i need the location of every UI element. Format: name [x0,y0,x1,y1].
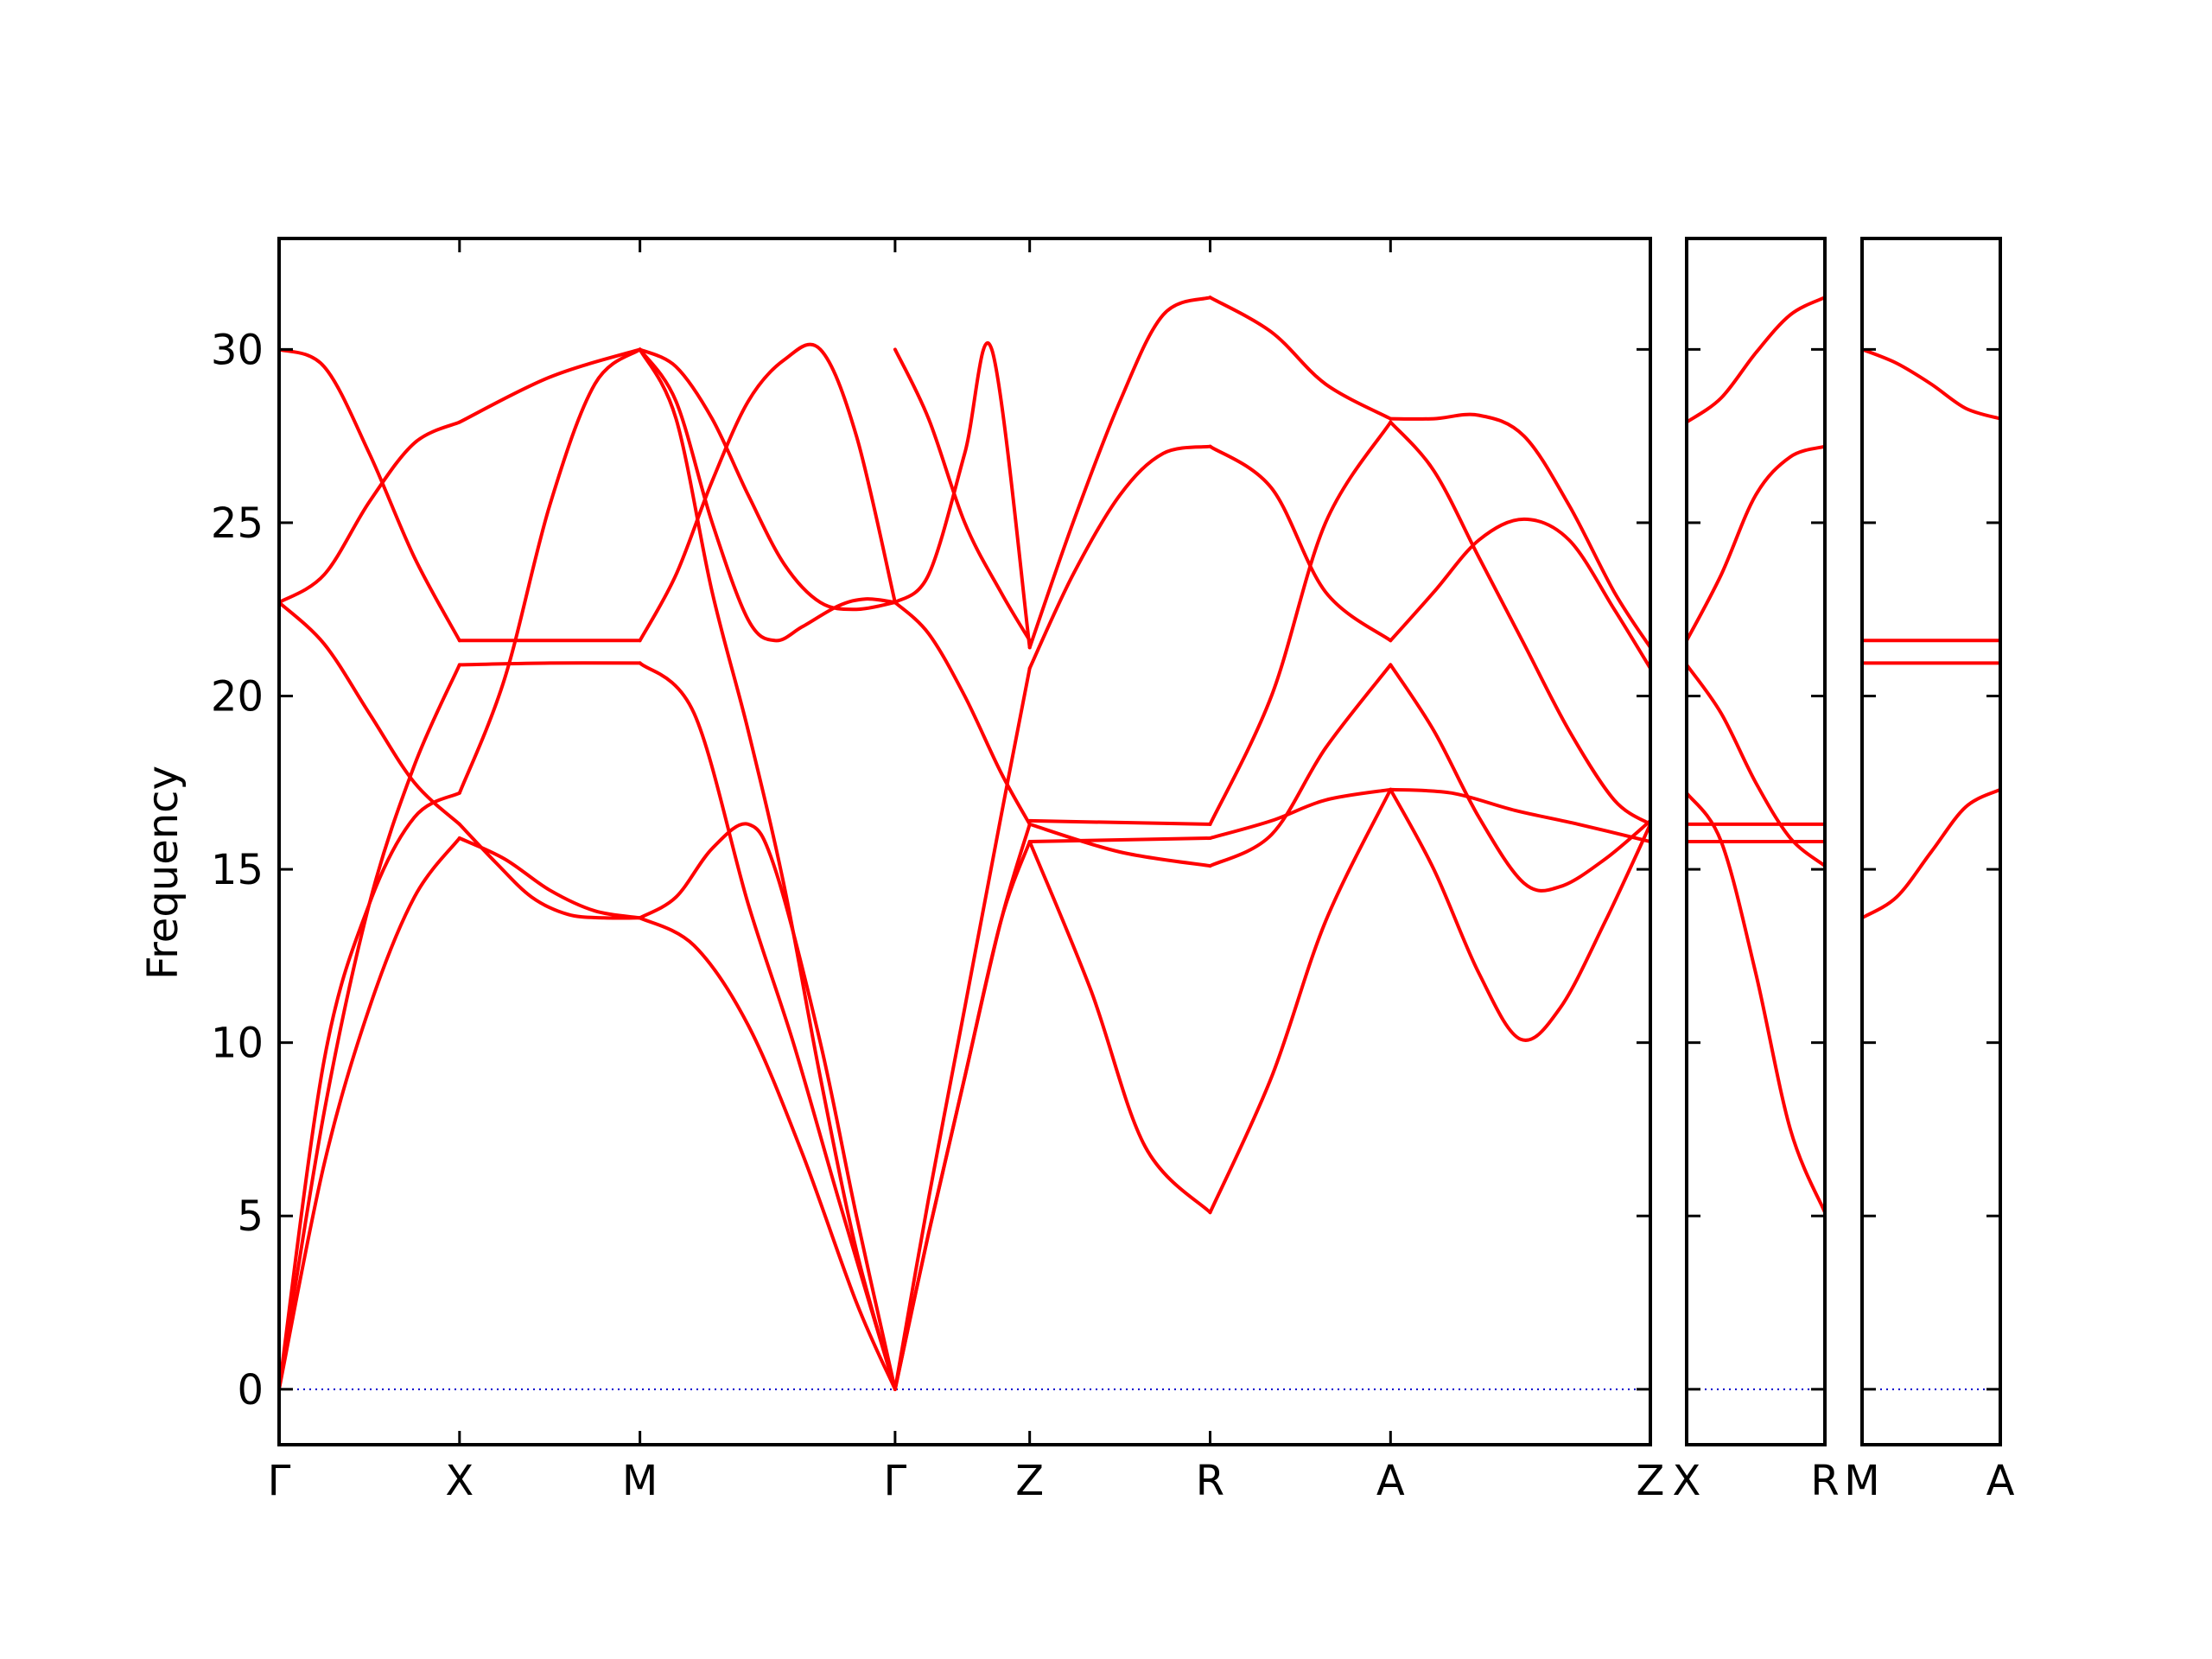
y-tick-label: 20 [211,673,264,721]
y-tick-label: 0 [237,1366,264,1414]
y-axis-label: Frequency [139,766,188,980]
x-tick-label: Γ [268,1457,291,1505]
plot-frame [1685,237,1827,1446]
band-line [638,347,897,1391]
band-line [279,836,461,1391]
x-tick-label: A [1376,1457,1405,1505]
band-line [1389,420,1650,826]
x-tick-label: R [1196,1457,1224,1505]
x-tick-label: Z [1015,1457,1044,1505]
x-tick-label: M [622,1457,658,1505]
band-line [893,601,1032,826]
x-tick-label: X [1673,1457,1701,1505]
y-tick-label: 15 [211,846,264,894]
band-line [1208,787,1393,1215]
band-line [1389,412,1650,650]
y-tick-label: 25 [211,499,264,548]
band-line [893,666,1032,1391]
band-line [893,340,1032,650]
band-line [1027,840,1212,1215]
plot-frame [1860,237,2002,1446]
x-tick-label: X [445,1457,474,1505]
band-line [893,840,1032,1391]
band-line [638,347,897,612]
x-tick-label: M [1844,1457,1879,1505]
y-tick-label: 30 [211,326,264,374]
band-line [279,663,461,1391]
x-tick-label: A [1986,1457,2015,1505]
band-line [1389,517,1650,671]
band-line [638,661,897,1391]
x-tick-label: R [1810,1457,1839,1505]
band-line [1208,296,1393,421]
band-line [1208,663,1393,868]
bands [1687,296,1825,1215]
band-line [638,342,897,643]
y-tick-label: 10 [211,1020,264,1068]
band-line [279,791,461,1391]
band-line [1208,420,1393,826]
band-line [457,347,642,424]
band-line [1027,822,1212,868]
bands [279,296,1650,1391]
band-line [1389,663,1650,893]
band-line [1687,296,1825,424]
band-line [1862,347,2000,421]
band-line [638,822,897,1391]
band-line [279,601,461,826]
band-line [279,347,461,643]
y-tick-label: 5 [237,1192,264,1241]
band-line [893,347,1032,643]
x-tick-label: Γ [884,1457,907,1505]
band-line [1027,836,1212,843]
plot-frame [277,237,1652,1446]
band-line [1027,444,1212,671]
panel-1: 0 5 10 15 20 25 30 Γ X M Γ Z R A Z [211,237,1665,1505]
band-line [1687,791,1825,1215]
band-line [1687,444,1825,643]
band-line [1687,663,1825,868]
band-line [457,661,642,667]
band-line [1027,818,1212,826]
band-line [893,822,1032,1391]
band-line [457,347,642,795]
band-line [457,836,642,920]
band-line [457,822,642,920]
band-line [1389,787,1650,1042]
band-line [1208,444,1393,643]
band-line [279,420,461,605]
x-tick-label: Z [1637,1457,1665,1505]
bands [1862,347,2000,920]
band-line [638,916,897,1391]
band-line [1862,787,2000,920]
band-line [1208,787,1393,840]
band-line [1389,787,1650,843]
band-line [1027,296,1212,650]
band-line [638,347,897,643]
